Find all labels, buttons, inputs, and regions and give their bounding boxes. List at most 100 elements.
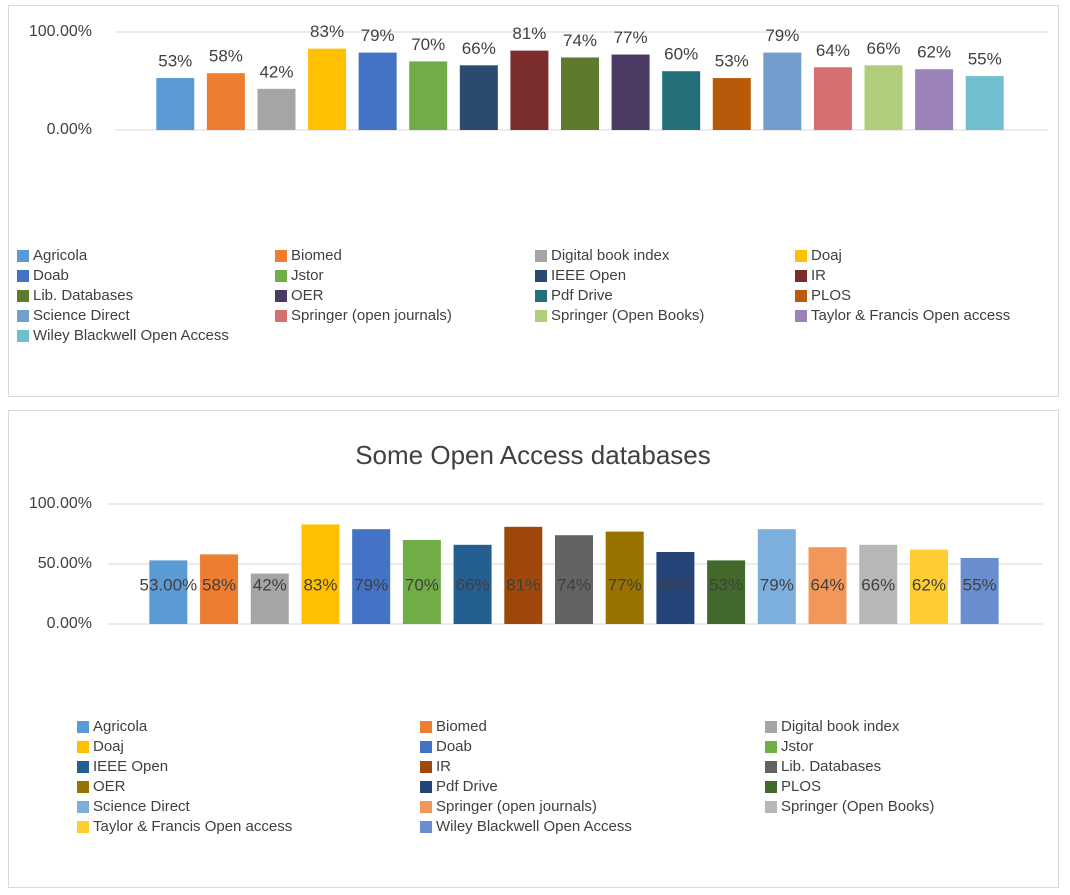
y-tick-label: 100.00%: [29, 23, 92, 40]
legend-label: Springer (Open Books): [781, 798, 934, 815]
data-label: 66%: [867, 39, 901, 58]
legend-swatch: [275, 270, 287, 282]
legend-swatch: [275, 290, 287, 302]
legend-swatch: [77, 761, 89, 773]
bar: [561, 57, 599, 131]
legend-swatch: [77, 801, 89, 813]
data-label: 74%: [557, 575, 591, 594]
legend-label: Biomed: [436, 718, 487, 735]
bar: [656, 552, 695, 624]
legend-swatch: [765, 741, 777, 753]
legend-swatch: [765, 721, 777, 733]
legend-label: IR: [436, 758, 451, 775]
legend-swatch: [17, 290, 29, 302]
legend-label: PLOS: [811, 287, 851, 304]
legend-label: Taylor & Francis Open access: [93, 818, 292, 835]
legend-swatch: [420, 801, 432, 813]
data-label: 62%: [917, 43, 951, 62]
legend-swatch: [535, 290, 547, 302]
data-label: 79%: [361, 26, 395, 45]
y-tick-label: 100.00%: [29, 495, 92, 512]
legend-swatch: [17, 270, 29, 282]
bar: [453, 544, 492, 624]
bar: [149, 560, 188, 624]
legend-swatch: [17, 250, 29, 262]
bar: [909, 549, 948, 624]
data-label: 81%: [506, 575, 540, 594]
legend-label: Taylor & Francis Open access: [811, 307, 1010, 324]
bar: [200, 554, 239, 624]
legend-label: Wiley Blackwell Open Access: [436, 818, 632, 835]
chart-title: Some Open Access databases: [355, 440, 711, 470]
y-tick-label: 0.00%: [47, 615, 92, 632]
bar: [662, 71, 701, 130]
legend-swatch: [420, 761, 432, 773]
bar: [808, 547, 847, 624]
legend-swatch: [17, 330, 29, 342]
legend-swatch: [765, 781, 777, 793]
bar: [712, 78, 751, 130]
data-label: 70%: [411, 35, 445, 54]
data-label: 53%: [158, 52, 192, 71]
bar: [352, 529, 391, 624]
legend-label: Springer (open journals): [436, 798, 597, 815]
data-label: 66%: [462, 39, 496, 58]
legend-swatch: [795, 250, 807, 262]
data-label: 60%: [658, 575, 692, 594]
legend-swatch: [275, 250, 287, 262]
legend-label: Pdf Drive: [436, 778, 498, 795]
data-label: 60%: [664, 45, 698, 64]
legend-label: OER: [291, 287, 324, 304]
legend-label: Jstor: [291, 267, 324, 284]
data-label: 58%: [202, 575, 236, 594]
data-label: 66%: [456, 575, 490, 594]
bar: [763, 52, 802, 130]
legend-swatch: [77, 741, 89, 753]
bar: [864, 65, 903, 130]
bar: [915, 69, 954, 130]
bar: [459, 65, 498, 130]
bar: [257, 88, 296, 130]
legend-swatch: [795, 290, 807, 302]
legend-label: Agricola: [33, 247, 88, 264]
bar: [308, 48, 347, 130]
data-label: 66%: [861, 575, 895, 594]
legend-label: Digital book index: [551, 247, 670, 264]
legend-label: Wiley Blackwell Open Access: [33, 327, 229, 344]
legend-swatch: [765, 801, 777, 813]
y-tick-label: 50.00%: [38, 555, 92, 572]
legend-swatch: [765, 761, 777, 773]
legend-label: OER: [93, 778, 126, 795]
legend-label: Biomed: [291, 247, 342, 264]
bar: [504, 526, 543, 624]
bar: [510, 50, 549, 131]
bar: [757, 529, 796, 624]
legend-label: Agricola: [93, 718, 148, 735]
data-label: 58%: [209, 47, 243, 66]
legend-label: IR: [811, 267, 826, 284]
legend-label: Doab: [436, 738, 472, 755]
data-label: 42%: [259, 62, 293, 81]
legend-label: Doaj: [811, 247, 842, 264]
data-label: 42%: [253, 575, 287, 594]
bar: [402, 540, 441, 624]
bar: [707, 560, 746, 624]
data-label: 64%: [816, 41, 850, 60]
legend-swatch: [795, 310, 807, 322]
legend-label: Pdf Drive: [551, 287, 613, 304]
bar: [605, 531, 644, 624]
bar: [859, 544, 898, 624]
bar: [611, 54, 650, 130]
data-label: 77%: [608, 575, 642, 594]
bar: [960, 558, 999, 624]
legend-swatch: [535, 250, 547, 262]
bar: [301, 524, 340, 624]
legend-label: Doab: [33, 267, 69, 284]
legend-swatch: [535, 270, 547, 282]
y-tick-label: 0.00%: [47, 121, 92, 138]
data-label: 83%: [310, 22, 344, 41]
legend-label: Lib. Databases: [33, 287, 133, 304]
legend-label: PLOS: [781, 778, 821, 795]
bar: [965, 76, 1004, 130]
data-label: 55%: [968, 50, 1002, 69]
